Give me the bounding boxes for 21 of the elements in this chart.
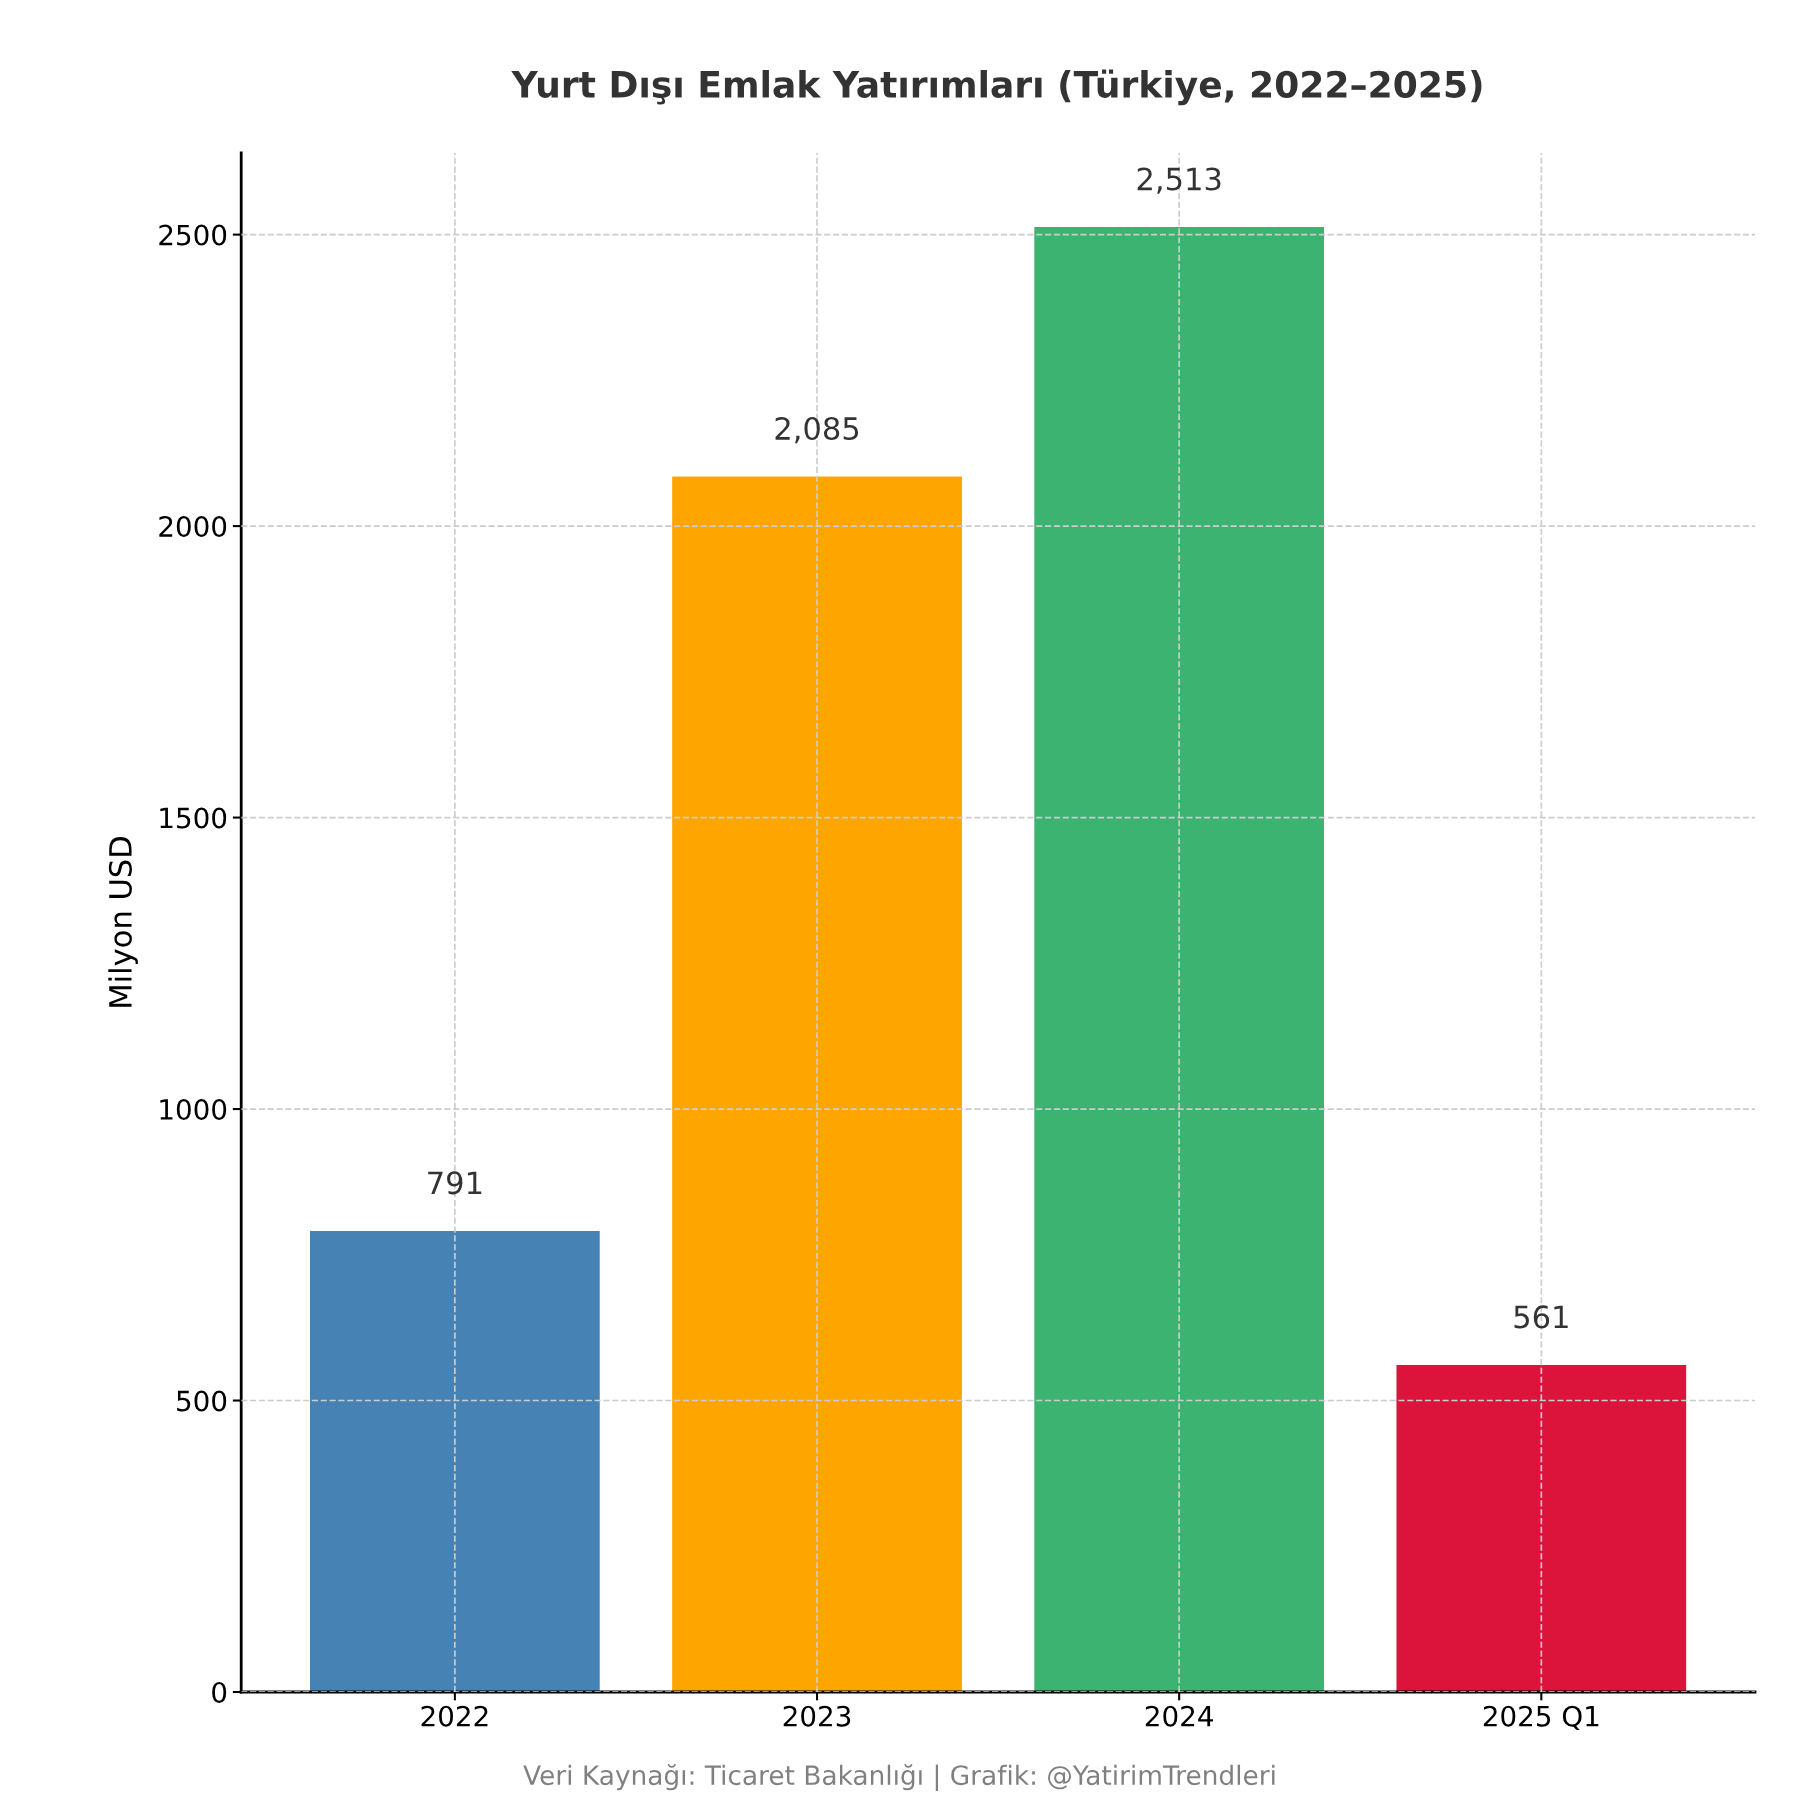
- data-label: 2,513: [1137, 167, 1221, 194]
- data-label: 2,085: [775, 416, 859, 444]
- text: Veri Kaynağı: Ticaret Bakanlığı | Grafik: @YatirimTrendleri: [523, 1764, 1275, 1791]
- bar: [1034, 227, 1325, 1692]
- x-tick-label: 2023: [783, 1705, 851, 1727]
- y-tick-label: 0: [212, 1681, 227, 1703]
- x-tick-label: 2022: [421, 1705, 488, 1727]
- y-axis-title: Milyon USD: [108, 837, 138, 1007]
- data-label: 561: [1514, 1305, 1568, 1329]
- y-tick-label: 1000: [160, 1098, 227, 1120]
- y-tick-label: 500: [177, 1390, 227, 1412]
- y-tick-label: 2000: [159, 516, 227, 538]
- bar: [1396, 1364, 1687, 1692]
- y-tick-label: 1500: [160, 807, 227, 829]
- x-tick-label: 2025 Q1: [1483, 1705, 1599, 1730]
- data-label: 791: [428, 1171, 482, 1195]
- bar: [310, 1230, 600, 1692]
- y-tick-label: 2500: [159, 224, 227, 246]
- bar: [672, 476, 962, 1692]
- x-tick-label: 2024: [1145, 1705, 1213, 1727]
- chart-title: Yurt Dışı Emlak Yatırımları (Türkiye, 2022–2025): [511, 69, 1482, 106]
